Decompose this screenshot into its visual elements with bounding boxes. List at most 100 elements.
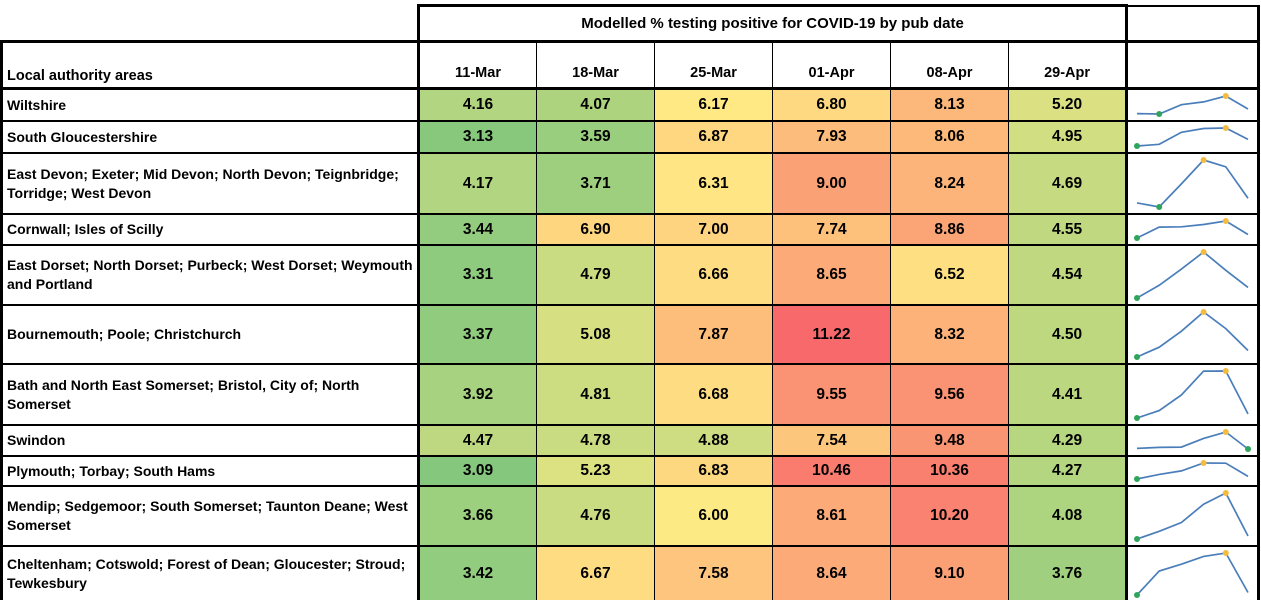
row-label: Cheltenham; Cotswold; Forest of Dean; Gl… <box>0 545 420 600</box>
value-cell: 3.66 <box>418 485 537 547</box>
value-cell: 4.79 <box>536 244 655 306</box>
sparkline-chart <box>1136 157 1249 210</box>
value-cell: 7.54 <box>772 424 891 457</box>
value-cell: 8.06 <box>890 120 1009 154</box>
value-cell: 5.20 <box>1007 87 1128 122</box>
row-header-label: Local authority areas <box>0 40 420 90</box>
value-cell: 6.83 <box>654 455 773 487</box>
sparkline-cell <box>1125 304 1261 365</box>
value-cell: 6.68 <box>654 363 773 426</box>
value-cell: 3.13 <box>418 120 537 154</box>
column-header-01-apr: 01-Apr <box>772 40 891 90</box>
high-point-marker <box>1222 550 1229 556</box>
covid-positivity-table: Modelled % testing positive for COVID-19… <box>0 4 1261 600</box>
column-header-08-apr: 08-Apr <box>890 40 1009 90</box>
sparkline-chart <box>1134 460 1249 482</box>
sparkline-chart <box>1134 550 1249 598</box>
sparkline-chart <box>1134 309 1249 360</box>
sparkline-column-header <box>1125 40 1261 90</box>
value-cell: 6.67 <box>536 545 655 600</box>
sparkline-cell <box>1125 485 1261 547</box>
value-cell: 6.80 <box>772 87 891 122</box>
row-label: Mendip; Sedgemoor; South Somerset; Taunt… <box>0 485 420 547</box>
value-cell: 7.93 <box>772 120 891 154</box>
sparkline-chart <box>1134 125 1249 149</box>
table-row: East Devon; Exeter; Mid Devon; North Dev… <box>0 152 1261 215</box>
sparkline-chart <box>1134 368 1249 421</box>
value-cell: 4.17 <box>418 152 537 215</box>
value-cell: 10.36 <box>890 455 1009 487</box>
value-cell: 9.00 <box>772 152 891 215</box>
value-cell: 10.46 <box>772 455 891 487</box>
low-point-marker <box>1134 143 1141 149</box>
high-point-marker <box>1222 125 1229 131</box>
value-cell: 4.76 <box>536 485 655 547</box>
row-label: Wiltshire <box>0 87 420 122</box>
value-cell: 4.88 <box>654 424 773 457</box>
table-row: Swindon 4.47 4.78 4.88 7.54 9.48 4.29 <box>0 424 1261 457</box>
column-header-25-mar: 25-Mar <box>654 40 773 90</box>
low-point-marker <box>1134 295 1141 301</box>
table-row: Cornwall; Isles of Scilly 3.44 6.90 7.00 7.7… <box>0 213 1261 246</box>
low-point-marker <box>1134 354 1141 360</box>
table-row: East Dorset; North Dorset; Purbeck; West… <box>0 244 1261 306</box>
high-point-marker <box>1200 460 1207 466</box>
value-cell: 8.64 <box>772 545 891 600</box>
sparkline-cell <box>1125 545 1261 600</box>
value-cell: 3.09 <box>418 455 537 487</box>
row-label: Bournemouth; Poole; Christchurch <box>0 304 420 365</box>
sparkline-cell <box>1125 363 1261 426</box>
row-label: South Gloucestershire <box>0 120 420 154</box>
value-cell: 8.13 <box>890 87 1009 122</box>
low-point-marker <box>1156 111 1163 117</box>
value-cell: 3.92 <box>418 363 537 426</box>
value-cell: 4.16 <box>418 87 537 122</box>
low-point-marker <box>1245 446 1252 452</box>
value-cell: 7.87 <box>654 304 773 365</box>
sparkline-cell <box>1125 455 1261 487</box>
sparkline-cell <box>1125 424 1261 457</box>
high-point-marker <box>1200 157 1207 163</box>
value-cell: 8.61 <box>772 485 891 547</box>
sparkline-chart <box>1134 218 1249 241</box>
value-cell: 3.44 <box>418 213 537 246</box>
table-row: Wiltshire 4.16 4.07 6.17 6.80 8.13 5.20 <box>0 87 1261 122</box>
sparkline-cell <box>1125 152 1261 215</box>
value-cell: 4.41 <box>1007 363 1128 426</box>
value-cell: 5.08 <box>536 304 655 365</box>
table-row: Cheltenham; Cotswold; Forest of Dean; Gl… <box>0 545 1261 600</box>
sparkline-column-title-box <box>1125 4 1261 43</box>
high-point-marker <box>1222 490 1229 496</box>
value-cell: 4.69 <box>1007 152 1128 215</box>
low-point-marker <box>1156 204 1163 210</box>
value-cell: 3.42 <box>418 545 537 600</box>
low-point-marker <box>1134 476 1141 482</box>
title-row-spacer <box>1 5 419 42</box>
value-cell: 4.08 <box>1007 485 1128 547</box>
value-cell: 9.56 <box>890 363 1009 426</box>
value-cell: 6.66 <box>654 244 773 306</box>
value-cell: 4.27 <box>1007 455 1128 487</box>
value-cell: 6.87 <box>654 120 773 154</box>
row-label: Swindon <box>0 424 420 457</box>
row-label: Bath and North East Somerset; Bristol, C… <box>0 363 420 426</box>
value-cell: 5.23 <box>536 455 655 487</box>
value-cell: 8.24 <box>890 152 1009 215</box>
sparkline-chart <box>1137 93 1249 117</box>
value-cell: 8.86 <box>890 213 1009 246</box>
sparkline-cell <box>1125 244 1261 306</box>
value-cell: 3.37 <box>418 304 537 365</box>
value-cell: 4.81 <box>536 363 655 426</box>
value-cell: 11.22 <box>772 304 891 365</box>
value-cell: 3.71 <box>536 152 655 215</box>
value-cell: 4.07 <box>536 87 655 122</box>
value-cell: 4.29 <box>1007 424 1128 457</box>
value-cell: 6.17 <box>654 87 773 122</box>
value-cell: 7.00 <box>654 213 773 246</box>
row-label: East Dorset; North Dorset; Purbeck; West… <box>0 244 420 306</box>
column-header-29-apr: 29-Apr <box>1007 40 1128 90</box>
value-cell: 7.58 <box>654 545 773 600</box>
table-title: Modelled % testing positive for COVID-19… <box>416 4 1129 43</box>
value-cell: 4.78 <box>536 424 655 457</box>
